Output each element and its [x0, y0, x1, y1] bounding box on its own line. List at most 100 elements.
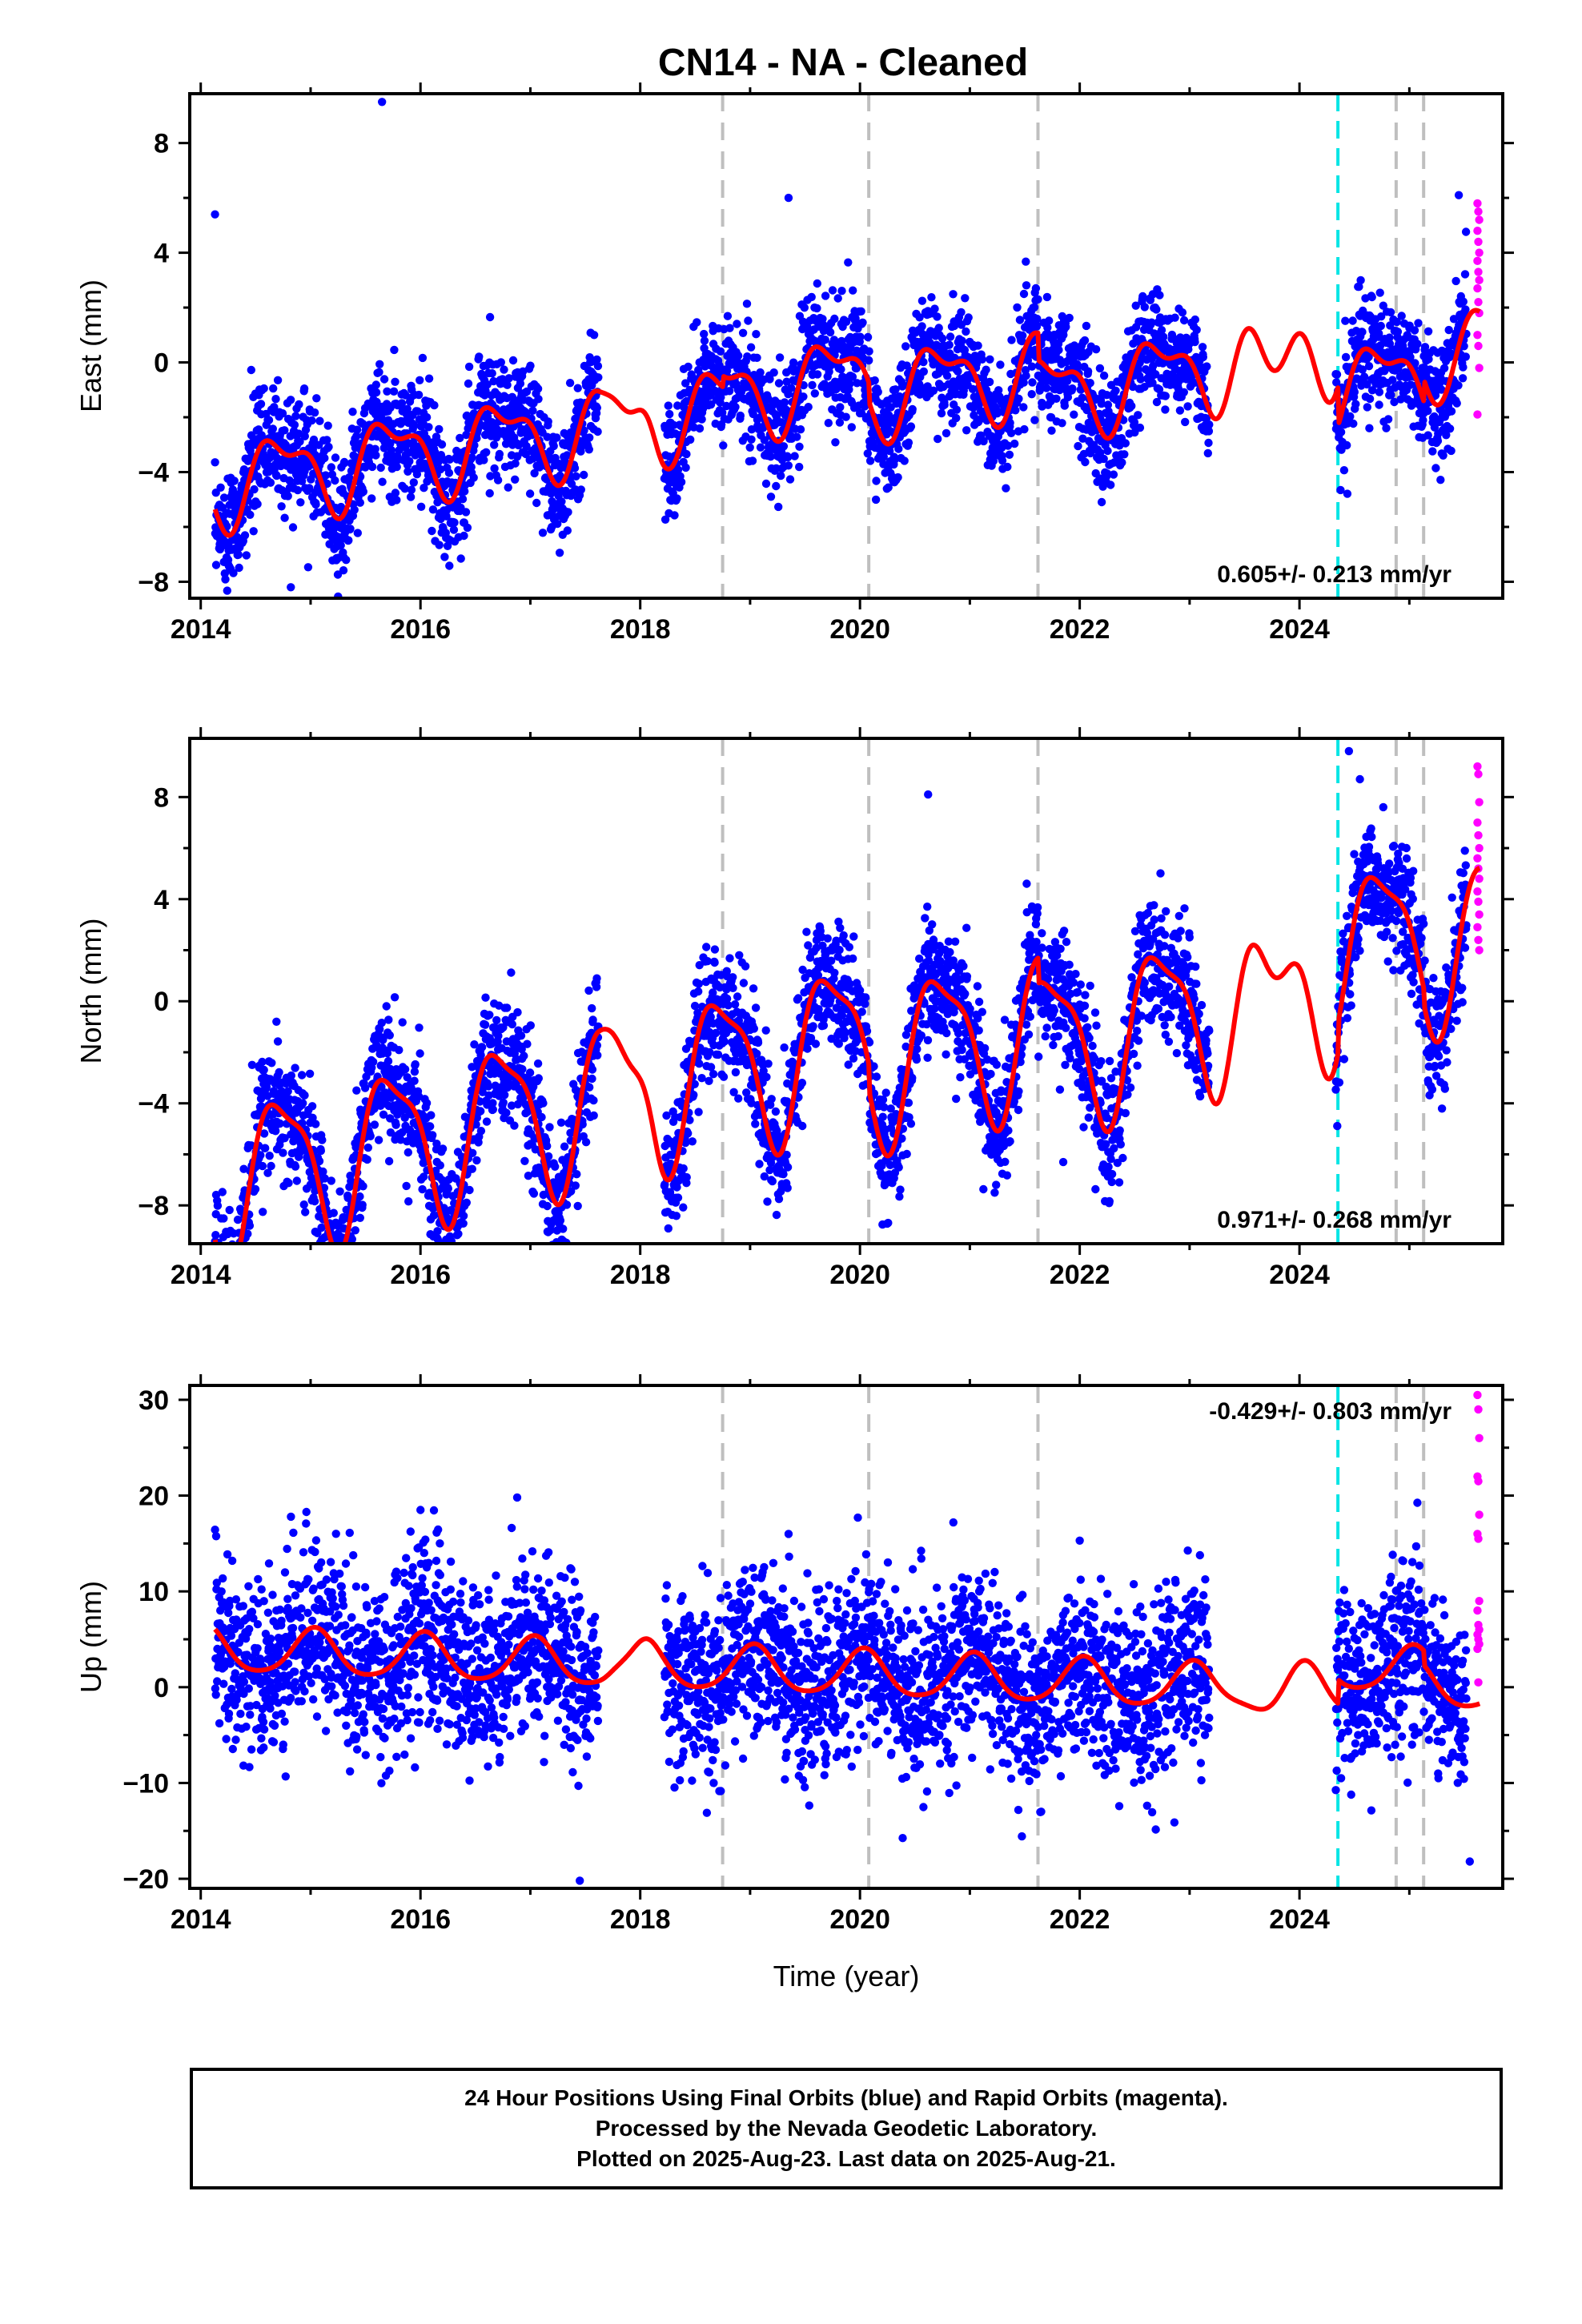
final-orbit-point: [1074, 362, 1083, 371]
final-orbit-point: [1365, 424, 1374, 432]
final-orbit-point: [664, 1224, 673, 1233]
final-orbit-point: [295, 437, 304, 446]
final-orbit-point: [503, 1003, 512, 1012]
final-orbit-point: [323, 1262, 331, 1270]
final-orbit-point: [927, 293, 936, 302]
final-orbit-point: [320, 453, 329, 463]
final-orbit-point: [283, 492, 292, 501]
final-orbit-point: [746, 343, 756, 352]
final-orbit-point: [511, 475, 520, 484]
final-orbit-point: [352, 432, 361, 440]
final-orbit-point: [400, 485, 409, 493]
final-orbit-point: [523, 1039, 532, 1048]
final-orbit-point: [719, 441, 728, 450]
final-orbit-point: [444, 1184, 452, 1193]
final-orbit-point: [235, 1256, 243, 1264]
final-orbit-point: [813, 304, 821, 313]
final-orbit-point: [706, 400, 716, 409]
final-orbit-point: [298, 1119, 307, 1128]
final-orbit-point: [856, 332, 865, 341]
final-orbit-point: [368, 1057, 378, 1067]
final-orbit-point: [339, 566, 348, 575]
final-orbit-point: [533, 384, 543, 393]
final-orbit-point: [1151, 370, 1160, 379]
final-orbit-point: [1054, 345, 1063, 355]
final-orbit-point: [528, 406, 537, 415]
final-orbit-point: [700, 336, 709, 345]
final-orbit-point: [310, 1196, 319, 1206]
final-orbit-point: [1178, 308, 1187, 317]
final-orbit-point: [1458, 374, 1468, 383]
final-orbit-point: [555, 549, 564, 557]
final-orbit-point: [391, 377, 400, 386]
final-orbit-point: [1121, 439, 1130, 448]
final-orbit-point: [1006, 428, 1016, 437]
final-orbit-point: [1452, 399, 1461, 408]
final-orbit-point: [344, 1299, 352, 1307]
final-orbit-point: [865, 456, 875, 465]
final-orbit-point: [684, 362, 693, 372]
final-orbit-point: [870, 376, 879, 385]
final-orbit-point: [557, 497, 566, 506]
final-orbit-point: [392, 496, 401, 505]
final-orbit-point: [1428, 447, 1437, 456]
final-orbit-point: [371, 444, 379, 453]
final-orbit-point: [355, 498, 364, 507]
final-orbit-point: [323, 421, 332, 430]
final-orbit-point: [544, 417, 552, 426]
final-orbit-point: [359, 487, 367, 497]
final-orbit-point: [383, 1056, 393, 1066]
final-orbit-point: [1161, 392, 1170, 400]
final-orbit-point: [384, 1156, 394, 1166]
y-tick-label: −4: [138, 458, 169, 489]
final-orbit-point: [1385, 333, 1394, 342]
final-orbit-point: [232, 1277, 240, 1285]
final-orbit-point: [268, 424, 277, 433]
final-orbit-point: [1003, 462, 1012, 472]
final-orbit-point: [938, 334, 947, 343]
final-orbit-point: [219, 1214, 228, 1223]
final-orbit-point: [1388, 376, 1397, 384]
final-orbit-point: [1020, 424, 1029, 434]
final-orbit-point: [871, 495, 881, 505]
final-orbit-point: [407, 485, 416, 494]
x-tick-label: 2016: [390, 614, 451, 645]
final-orbit-point: [1358, 365, 1367, 374]
final-orbit-point: [780, 398, 789, 407]
final-orbit-point: [670, 511, 679, 520]
final-orbit-point: [211, 561, 221, 569]
final-orbit-point: [414, 390, 424, 400]
final-orbit-point: [1152, 305, 1161, 314]
final-orbit-point: [341, 1248, 349, 1256]
final-orbit-point: [383, 1049, 392, 1058]
final-orbit-point: [233, 1251, 241, 1259]
rapid-orbit-point: [1475, 215, 1484, 224]
final-orbit-point: [532, 498, 541, 508]
final-orbit-point: [1103, 469, 1112, 478]
final-orbit-point: [259, 1129, 269, 1138]
final-orbit-point: [243, 1248, 251, 1256]
final-orbit-point: [929, 386, 938, 395]
final-orbit-point: [1030, 303, 1039, 312]
final-orbit-point: [288, 523, 298, 532]
final-orbit-point: [572, 472, 580, 480]
final-orbit-point: [1351, 400, 1360, 408]
final-orbit-point: [1191, 337, 1199, 347]
final-orbit-point: [296, 498, 305, 507]
final-orbit-point: [271, 1127, 280, 1136]
final-orbit-point: [308, 1113, 317, 1123]
final-orbit-point: [760, 436, 769, 444]
final-orbit-point: [784, 390, 793, 399]
final-orbit-point: [1147, 318, 1156, 327]
final-orbit-point: [790, 452, 799, 460]
final-orbit-point: [230, 476, 239, 485]
final-orbit-point: [433, 1227, 442, 1236]
rapid-orbit-point: [1474, 237, 1483, 247]
final-orbit-point: [1346, 412, 1355, 421]
final-orbit-point: [1437, 385, 1446, 394]
final-orbit-point: [1148, 378, 1157, 388]
final-orbit-point: [215, 1248, 223, 1256]
final-orbit-point: [263, 1168, 272, 1177]
final-orbit-point: [375, 368, 383, 376]
